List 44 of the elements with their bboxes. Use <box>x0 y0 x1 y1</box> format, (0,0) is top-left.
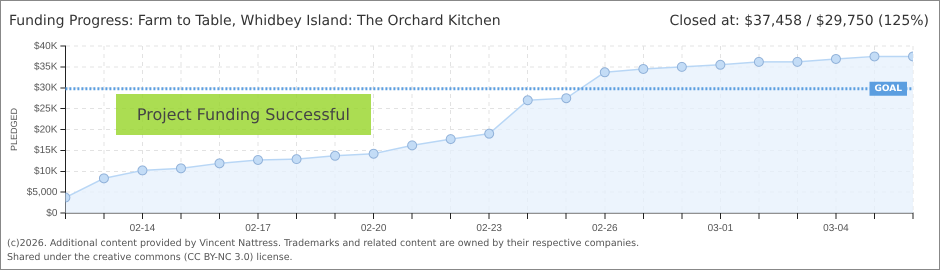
x-tick-label: 02-23 <box>476 222 502 234</box>
point <box>253 154 264 165</box>
point <box>676 62 687 72</box>
chart-title: Funding Progress: Farm to Table, Whidbey Island: The Orchard Kitchen <box>9 13 501 29</box>
text: Shared under the creative commons (CC BY-NC 3.0) license. <box>7 252 293 263</box>
point <box>330 150 340 161</box>
y-tick-label: $15K <box>34 145 58 156</box>
x-tick-label: 03-01 <box>708 222 734 234</box>
success-banner: Project Funding Successful <box>116 94 371 134</box>
point <box>869 51 880 62</box>
y-tick-label: $5,000 <box>26 186 58 198</box>
point <box>600 67 610 78</box>
y-tick-label: $30K <box>34 82 58 94</box>
point <box>715 60 726 70</box>
text: (c)2026. Additional content provided by Vincent Nattress. Trademarks and related content are owned by their respective companies. <box>7 238 640 249</box>
y-tick-label: $10K <box>34 166 58 177</box>
point <box>792 56 802 67</box>
x-tick-label: 02-14 <box>130 222 156 234</box>
point <box>137 165 148 176</box>
y-tick-label: $0 <box>46 208 58 219</box>
point <box>98 173 109 184</box>
point <box>522 95 533 106</box>
point <box>484 128 494 139</box>
point <box>368 148 379 159</box>
point <box>638 64 648 74</box>
ref-line-label: GOAL <box>874 84 902 94</box>
point <box>176 163 186 174</box>
y-tick-label: $35K <box>34 62 58 73</box>
x-tick-label: 02-17 <box>245 222 272 234</box>
chart-subtitle: Closed at: $37,458 / $29,750 (125%) <box>669 13 929 29</box>
point <box>292 154 302 164</box>
y-axis-title: PLEDGED <box>8 107 19 152</box>
y-tick-label: $40K <box>34 40 58 52</box>
x-tick-label: 02-20 <box>360 222 387 234</box>
x-tick-label: 02-26 <box>592 222 618 234</box>
point <box>407 140 418 150</box>
y-tick-label: $25K <box>34 103 58 114</box>
point <box>214 158 224 168</box>
point <box>754 56 764 67</box>
point <box>446 134 456 144</box>
point <box>830 54 841 64</box>
x-tick-label: 03-04 <box>823 222 850 234</box>
point <box>561 93 572 104</box>
y-tick-label: $20K <box>34 124 58 136</box>
